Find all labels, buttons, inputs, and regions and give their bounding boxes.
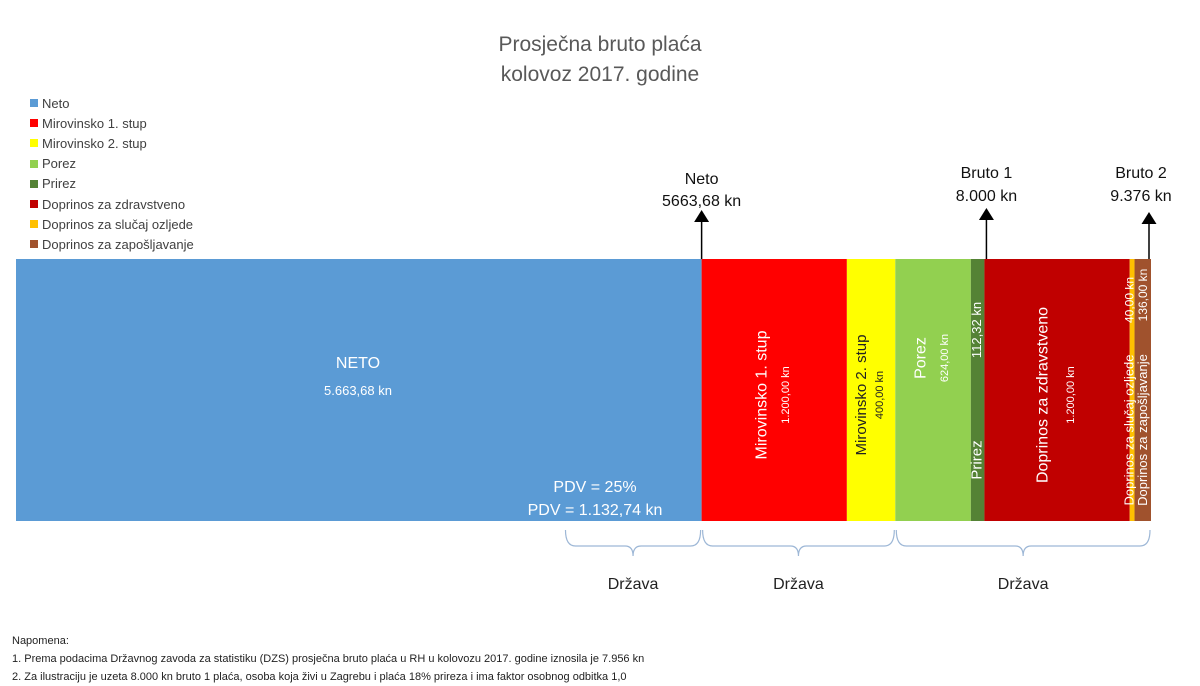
pdv-amount-label: PDV = 1.132,74 kn <box>528 502 663 519</box>
segment-value-porez: 624,00 kn <box>939 334 951 382</box>
legend-item: Doprinos za zapošljavanje <box>30 234 194 254</box>
segment-label-ozljede: Doprinos za slučaj ozljede <box>1122 354 1137 505</box>
legend-label: Prirez <box>42 176 76 192</box>
legend-swatch <box>30 220 38 229</box>
bar-segment-zdravstveno <box>984 259 1130 521</box>
marker-value-3: 9.376 kn <box>1110 188 1171 205</box>
chart-legend: Neto Mirovinsko 1. stup Mirovinsko 2. stup… <box>30 93 194 255</box>
footnote-title: Napomena: <box>12 635 69 647</box>
segment-value-zaposljavanje: 136,00 kn <box>1136 269 1150 322</box>
legend-swatch <box>30 159 38 168</box>
legend-label: Porez <box>42 156 76 172</box>
bar-segment-neto <box>16 259 702 521</box>
chart-title: Prosječna bruto plaća kolovoz 2017. godi… <box>0 30 1200 90</box>
segment-label-zdravstveno: Doprinos za zdravstveno <box>1034 307 1051 483</box>
legend-item: Porez <box>30 154 194 174</box>
segment-label-zaposljavanje: Doprinos za zapošljavanje <box>1135 354 1150 506</box>
legend-item: Doprinos za slučaj ozljede <box>30 214 194 234</box>
footnote-line-1: 1. Prema podacima Državnog zavoda za sta… <box>12 653 645 665</box>
bracket-1 <box>564 529 702 557</box>
segment-value-mirovinsko2: 400,00 kn <box>874 371 886 419</box>
bracket-2 <box>702 529 895 557</box>
segment-value-neto: 5.663,68 kn <box>324 383 392 398</box>
segment-value-ozljede: 40,00 kn <box>1122 277 1136 323</box>
bar-segment-mirovinsko2 <box>846 259 896 521</box>
segment-value-mirovinsko1: 1.200,00 kn <box>780 366 792 424</box>
legend-item: Mirovinsko 1. stup <box>30 113 194 133</box>
legend-item: Doprinos za zdravstveno <box>30 194 194 214</box>
chart-title-line-2: kolovoz 2017. godine <box>500 63 700 86</box>
legend-item: Prirez <box>30 174 194 194</box>
marker-title-2: Bruto 1 <box>961 165 1013 182</box>
segment-label-neto: NETO <box>336 355 380 372</box>
footnote: Napomena: 1. Prema podacima Državnog zav… <box>12 632 644 686</box>
legend-label: Doprinos za zdravstveno <box>42 196 186 212</box>
bracket-label-2: Država <box>773 576 824 593</box>
legend-label: Doprinos za zapošljavanje <box>42 236 194 252</box>
bar-segment-porez <box>895 259 971 521</box>
segment-label-mirovinsko1: Mirovinsko 1. stup <box>753 330 770 459</box>
marker-value-2: 8.000 kn <box>956 188 1017 205</box>
segment-label-mirovinsko2: Mirovinsko 2. stup <box>853 335 870 456</box>
bar-segment-ozljede <box>1129 259 1135 521</box>
segment-label-prirez: Prirez <box>969 440 986 479</box>
bar-segment-mirovinsko1 <box>701 259 847 521</box>
bracket-3 <box>895 529 1151 557</box>
legend-swatch <box>30 99 38 108</box>
legend-item: Mirovinsko 2. stup <box>30 133 194 153</box>
legend-swatch <box>30 119 38 128</box>
segment-label-porez: Porez <box>912 337 929 379</box>
bar-segment-zaposljavanje <box>1134 259 1151 521</box>
legend-swatch <box>30 200 38 209</box>
marker-value-1: 5663,68 kn <box>662 193 741 210</box>
bracket-label-1: Država <box>608 576 659 593</box>
legend-swatch <box>30 240 38 249</box>
legend-label: Mirovinsko 1. stup <box>42 115 147 131</box>
marker-title-3: Bruto 2 <box>1115 165 1167 182</box>
legend-label: Neto <box>42 95 70 111</box>
bracket-label-3: Država <box>998 576 1049 593</box>
legend-item: Neto <box>30 93 194 113</box>
footnote-line-2: 2. Za ilustraciju je uzeta 8.000 kn brut… <box>12 671 627 683</box>
pdv-rate-label: PDV = 25% <box>553 479 636 496</box>
legend-label: Mirovinsko 2. stup <box>42 135 147 151</box>
legend-swatch <box>30 179 38 188</box>
bar-segment-prirez <box>970 259 985 521</box>
legend-swatch <box>30 139 38 148</box>
segment-value-prirez: 112,32 kn <box>969 302 984 358</box>
segment-value-zdravstveno: 1.200,00 kn <box>1065 366 1077 424</box>
chart-title-line-1: Prosječna bruto plaća <box>498 33 702 56</box>
legend-label: Doprinos za slučaj ozljede <box>42 216 194 232</box>
marker-title-1: Neto <box>685 171 719 188</box>
